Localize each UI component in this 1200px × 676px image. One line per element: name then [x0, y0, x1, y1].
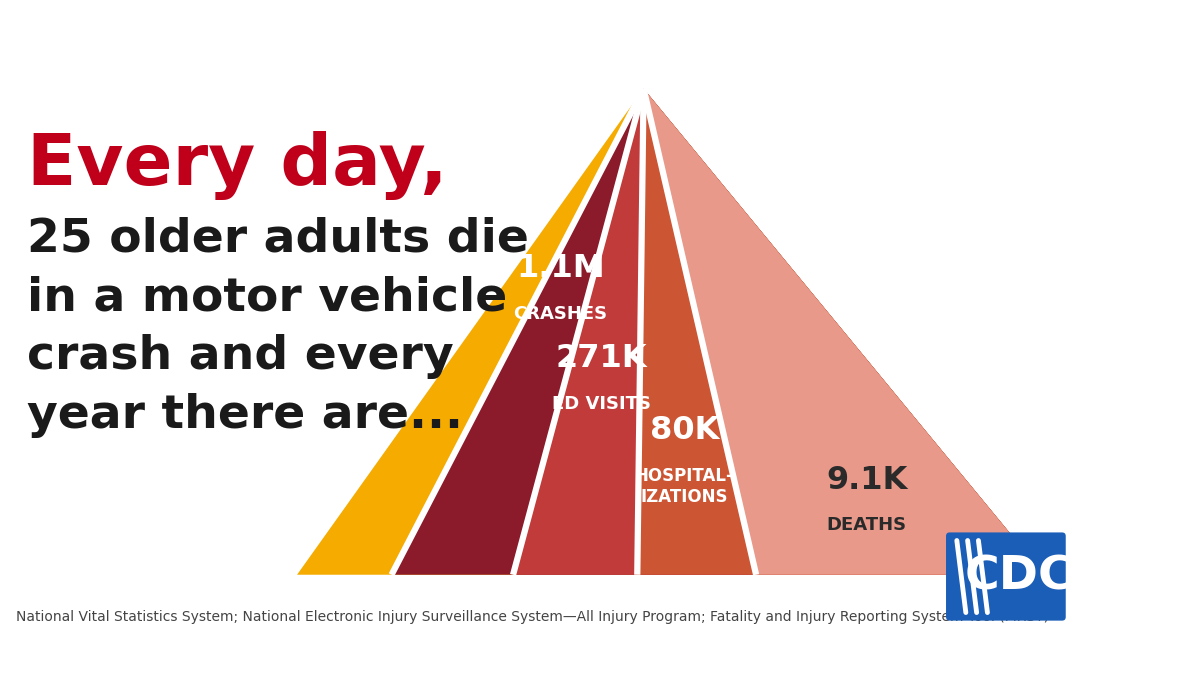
Polygon shape — [514, 89, 1044, 575]
Text: 25 older adults die
in a motor vehicle
crash and every
year there are...: 25 older adults die in a motor vehicle c… — [28, 216, 529, 438]
Text: 1.1M: 1.1M — [516, 253, 605, 284]
Polygon shape — [298, 89, 1044, 575]
Text: HOSPITAL-
IZATIONS: HOSPITAL- IZATIONS — [635, 466, 734, 506]
FancyBboxPatch shape — [946, 533, 1066, 621]
Polygon shape — [391, 89, 1044, 575]
Text: 9.1K: 9.1K — [826, 464, 907, 496]
Text: 80K: 80K — [649, 415, 719, 446]
Text: CRASHES: CRASHES — [514, 305, 607, 322]
Text: National Vital Statistics System; National Electronic Injury Surveillance System: National Vital Statistics System; Nation… — [17, 610, 1049, 624]
Text: CDC: CDC — [965, 554, 1074, 599]
Polygon shape — [643, 89, 1044, 575]
Text: DEATHS: DEATHS — [827, 516, 907, 534]
Polygon shape — [637, 89, 1044, 575]
Text: 271K: 271K — [556, 343, 647, 374]
Text: ED VISITS: ED VISITS — [552, 395, 650, 413]
Text: Every day,: Every day, — [28, 130, 448, 199]
